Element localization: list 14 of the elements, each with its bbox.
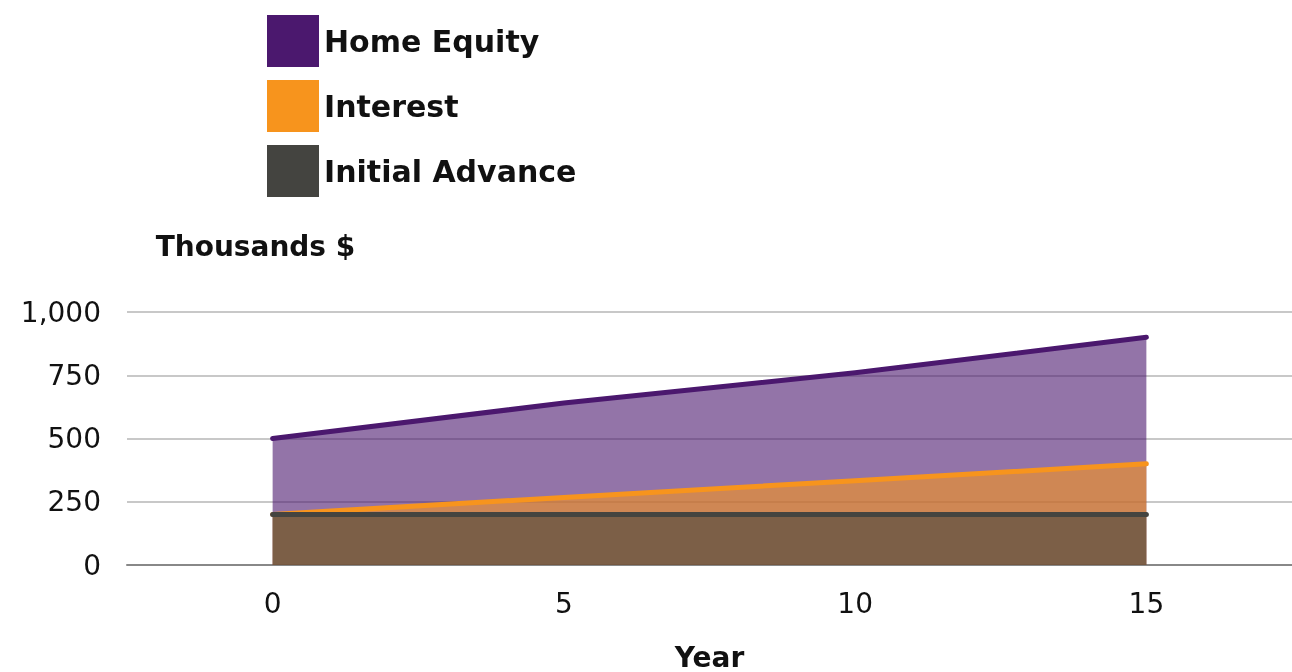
x-tick-label: 5 — [554, 586, 573, 620]
y-tick-label: 1,000 — [20, 295, 101, 329]
x-tick-label: 15 — [1128, 586, 1165, 620]
y-tick-label: 500 — [47, 422, 101, 455]
y-tick-label: 250 — [47, 485, 101, 519]
y-tick-label: 750 — [47, 358, 101, 392]
y-axis-title: Thousands $ — [155, 229, 356, 263]
x-tick-label: 10 — [837, 586, 873, 620]
legend-label: Interest — [324, 88, 459, 124]
x-tick-label: 0 — [263, 586, 282, 620]
y-tick-label: 0 — [83, 548, 101, 582]
x-axis-title: Year — [673, 640, 745, 672]
legend-label: Initial Advance — [324, 153, 577, 189]
legend-label: Home Equity — [324, 23, 540, 59]
